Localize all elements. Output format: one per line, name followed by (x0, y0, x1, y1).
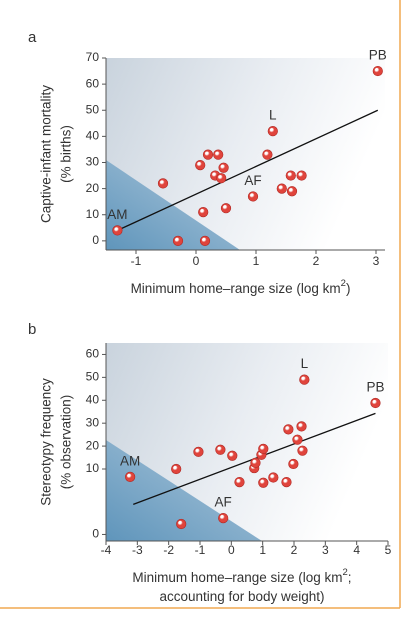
point-highlight (287, 172, 293, 178)
x-axis-label: Minimum home–range size (log km2; (132, 567, 351, 585)
x-tick-label: 3 (373, 254, 380, 268)
x-axis-label-part: Minimum home–range size (log km (131, 281, 341, 296)
y-tick-label: 50 (86, 102, 100, 116)
x-axis-label: accounting for body weight) (159, 589, 324, 604)
x-tick-label: -1 (195, 543, 206, 557)
point-highlight (174, 237, 180, 243)
point-highlight (269, 127, 275, 133)
point-highlight (264, 151, 269, 157)
point-label: AM (107, 207, 127, 222)
point-highlight (197, 161, 202, 167)
point-highlight (114, 227, 119, 233)
point-highlight (299, 447, 305, 453)
x-tick-label: -4 (101, 543, 112, 557)
point-highlight (204, 151, 210, 157)
point-highlight (283, 478, 289, 484)
y-axis-label: Stereotypy frequency (39, 378, 54, 506)
point-highlight (260, 479, 265, 485)
x-tick-label: 5 (385, 543, 392, 557)
x-tick-label: 2 (291, 543, 298, 557)
point-highlight (217, 446, 222, 452)
y-tick-label: 0 (92, 233, 99, 247)
point-highlight (260, 445, 265, 451)
point-label: AM (120, 453, 140, 468)
point-highlight (374, 67, 380, 73)
point-highlight (278, 185, 284, 191)
point-highlight (372, 399, 378, 405)
y-tick-label: 60 (86, 76, 100, 90)
point-highlight (229, 452, 234, 458)
y-tick-label: 60 (86, 347, 100, 361)
y-axis-label: Captive-infant mortality (39, 85, 54, 223)
point-highlight (294, 436, 300, 442)
x-axis-label-part: 2 (343, 567, 348, 578)
y-axis-label: (% observation) (59, 395, 74, 490)
point-highlight (285, 426, 290, 431)
point-highlight (298, 423, 304, 428)
point-highlight (298, 172, 304, 178)
point-highlight (222, 205, 228, 210)
y-tick-label: 30 (86, 415, 100, 429)
x-tick-label: 0 (228, 543, 235, 557)
y-tick-label: 20 (86, 181, 100, 195)
point-highlight (236, 478, 242, 484)
x-tick-label: -3 (132, 543, 143, 557)
x-tick-label: -2 (163, 543, 174, 557)
point-highlight (212, 172, 217, 178)
point-highlight (215, 151, 220, 157)
point-highlight (270, 474, 275, 480)
trend-line (117, 109, 379, 231)
x-tick-label: 1 (259, 543, 266, 557)
x-tick-label: 1 (253, 254, 260, 268)
point-highlight (178, 520, 183, 526)
point-highlight (126, 473, 132, 479)
point-label: AF (244, 173, 261, 188)
y-axis-label: (% births) (59, 125, 74, 183)
x-axis-label-part: accounting for body weight) (159, 589, 324, 604)
point-highlight (195, 448, 201, 454)
point-highlight (172, 465, 178, 471)
y-tick-label: 10 (86, 461, 100, 475)
point-highlight (219, 514, 225, 520)
y-tick-label: 0 (92, 527, 99, 541)
point-label: PB (369, 48, 387, 63)
point-label: PB (366, 380, 384, 395)
point-highlight (249, 193, 255, 199)
y-tick-label: 30 (86, 155, 100, 169)
y-tick-label: 70 (86, 50, 100, 64)
point-highlight (159, 180, 165, 185)
y-tick-label: 50 (86, 370, 100, 384)
point-highlight (220, 164, 226, 170)
y-tick-label: 40 (86, 392, 100, 406)
x-axis-label-part: ) (346, 281, 351, 296)
panel-label: a (28, 29, 37, 46)
panel-label: b (28, 321, 36, 338)
y-tick-label: 40 (86, 129, 100, 143)
x-axis-label: Minimum home–range size (log km2) (131, 278, 351, 296)
point-label: L (269, 108, 277, 123)
x-tick-label: 0 (193, 254, 200, 268)
x-tick-label: 2 (313, 254, 320, 268)
point-highlight (252, 459, 258, 465)
x-axis-label-part: Minimum home–range size (log km (132, 570, 342, 585)
point-highlight (201, 237, 207, 243)
x-axis-label-part: 2 (341, 278, 346, 289)
x-tick-label: 3 (322, 543, 329, 557)
x-tick-label: 4 (353, 543, 360, 557)
y-tick-label: 10 (86, 207, 100, 221)
point-label: L (301, 356, 309, 371)
point-label: AF (215, 495, 232, 510)
y-tick-label: 20 (86, 438, 100, 452)
point-highlight (290, 460, 295, 466)
x-axis-label-part: ; (348, 570, 352, 585)
point-highlight (200, 208, 205, 214)
point-highlight (288, 188, 294, 193)
point-highlight (301, 376, 306, 382)
x-tick-label: -1 (131, 254, 142, 268)
point-highlight (218, 174, 223, 180)
